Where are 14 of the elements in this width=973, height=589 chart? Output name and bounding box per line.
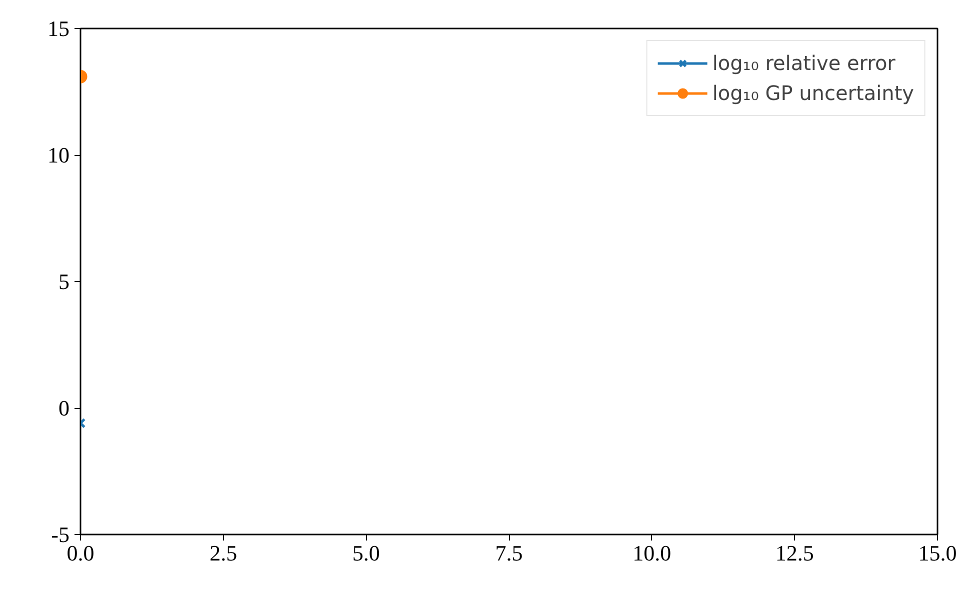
y-tick-label: 10 <box>48 142 70 168</box>
legend-label: log₁₀ relative error <box>712 51 896 75</box>
y-tick-label: 5 <box>58 269 70 294</box>
x-tick-label: 0.0 <box>66 540 94 566</box>
legend-label: log₁₀ GP uncertainty <box>712 81 914 105</box>
x-tick-label: 2.5 <box>210 540 238 566</box>
y-tick-label: 0 <box>58 396 70 420</box>
x-tick-label: 7.5 <box>495 540 523 566</box>
x-tick-label: 12.5 <box>775 540 814 566</box>
x-tick-label: 10.0 <box>632 540 672 566</box>
x-tick-label: 15.0 <box>918 540 957 566</box>
y-tick-label: 15 <box>48 16 70 41</box>
x-tick-label: 5.0 <box>352 540 380 566</box>
y-tick-label: -5 <box>51 522 70 547</box>
